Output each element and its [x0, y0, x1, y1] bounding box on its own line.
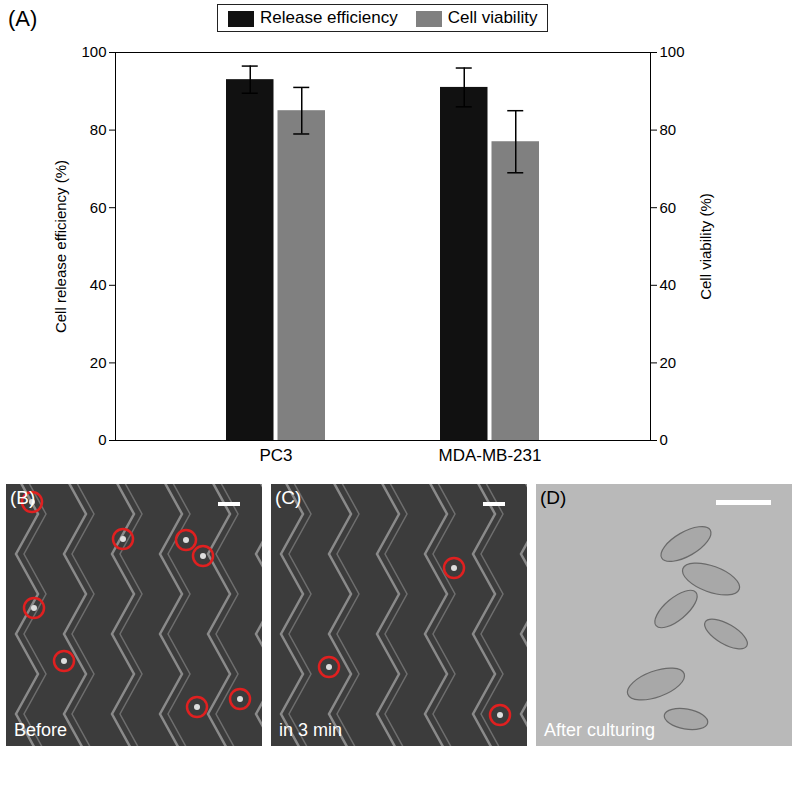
svg-text:Cell viability (%): Cell viability (%)	[697, 193, 714, 300]
svg-text:(B): (B)	[10, 487, 35, 508]
svg-text:80: 80	[90, 121, 107, 138]
html-text:Cell viability: Cell viability	[447, 8, 538, 27]
svg-text:60: 60	[660, 199, 677, 216]
svg-text:20: 20	[90, 354, 107, 371]
html-text:Release efficiency: Release efficiency	[260, 8, 398, 27]
svg-text:Before: Before	[14, 720, 67, 740]
svg-text:0: 0	[98, 431, 106, 448]
svg-text:MDA-MB-231: MDA-MB-231	[439, 446, 542, 465]
svg-text:40: 40	[90, 276, 107, 293]
svg-text:PC3: PC3	[259, 446, 292, 465]
svg-text:60: 60	[90, 199, 107, 216]
html-text:(A): (A)	[8, 6, 38, 31]
svg-text:in 3 min: in 3 min	[279, 720, 342, 740]
svg-text:(C): (C)	[275, 487, 301, 508]
svg-text:Cell release efficiency (%): Cell release efficiency (%)	[52, 160, 69, 333]
svg-text:0: 0	[660, 431, 668, 448]
svg-text:(D): (D)	[540, 487, 566, 508]
svg-text:100: 100	[660, 43, 685, 60]
svg-text:20: 20	[660, 354, 677, 371]
svg-text:80: 80	[660, 121, 677, 138]
svg-text:40: 40	[660, 276, 677, 293]
svg-text:100: 100	[81, 43, 106, 60]
svg-text:After culturing: After culturing	[544, 720, 655, 740]
